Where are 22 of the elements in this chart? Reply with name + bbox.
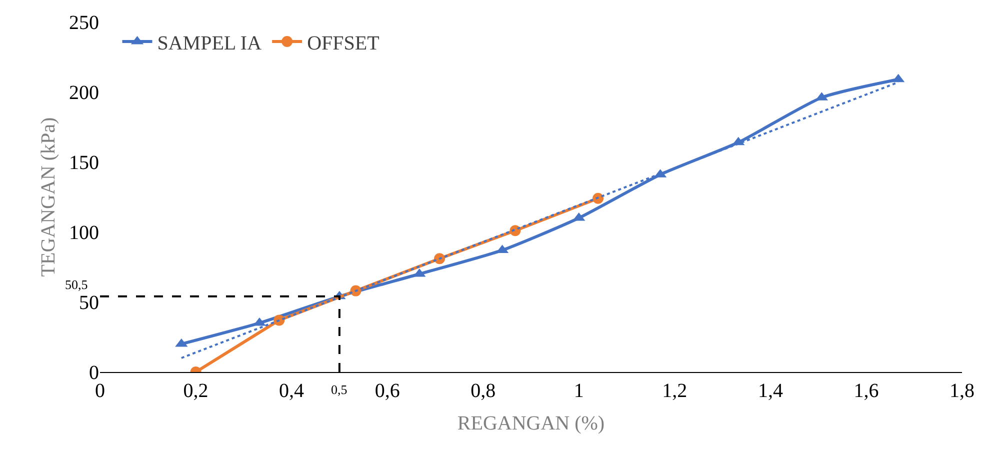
x-tick-label: 1 xyxy=(574,380,584,402)
y-tick-label: 200 xyxy=(69,82,99,104)
point xyxy=(592,192,604,204)
x-tick-label: 0,2 xyxy=(183,380,208,402)
y-tick-label: 100 xyxy=(69,222,99,244)
legend-label: OFFSET xyxy=(307,32,380,54)
x-tick-label: 1,8 xyxy=(950,380,974,402)
x-tick-label: 0,4 xyxy=(279,380,304,402)
y-tick-label: 150 xyxy=(69,152,99,174)
y-tick-label: 250 xyxy=(69,12,99,34)
x-tick-label: 1,4 xyxy=(758,380,783,402)
legend-label: SAMPEL IA xyxy=(157,32,262,54)
x-tick-label: 0,8 xyxy=(470,380,496,402)
y-tick-label: 50 xyxy=(79,292,99,314)
x-tick-label: 1,2 xyxy=(662,380,688,402)
x-tick-label: 0,6 xyxy=(374,380,400,402)
y-axis-title: TEGANGAN (kPa) xyxy=(38,117,60,277)
annotation: 50,5 xyxy=(65,277,88,292)
x-axis-title: REGANGAN (%) xyxy=(457,412,605,434)
y-tick-label: 0 xyxy=(89,362,99,384)
x-tick-label: 1,6 xyxy=(854,380,879,402)
annotation: 0,5 xyxy=(331,382,348,397)
